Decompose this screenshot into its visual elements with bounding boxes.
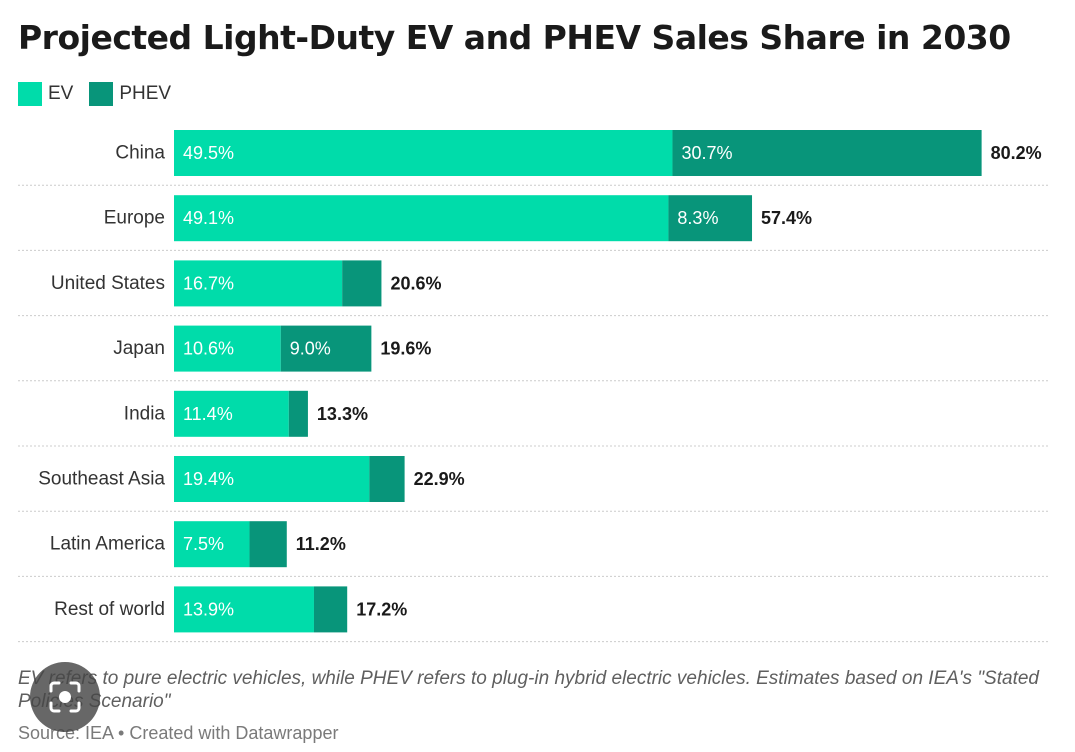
bar-ev	[174, 586, 314, 633]
data-label-ev: 49.1%	[183, 208, 234, 228]
bar-ev	[174, 195, 669, 242]
legend-swatch-phev	[89, 82, 114, 106]
data-label-phev: 8.3%	[677, 208, 718, 228]
data-label-total: 13.3%	[317, 404, 368, 424]
category-label: Latin America	[50, 534, 166, 555]
data-label-ev: 10.6%	[183, 339, 234, 359]
bar-phev	[672, 130, 982, 176]
category-label: Japan	[113, 338, 165, 359]
data-label-ev: 11.4%	[183, 404, 233, 424]
bar-phev	[369, 456, 405, 502]
source-credit: Source: IEA • Created with Datawrapper	[18, 723, 339, 743]
bar-phev	[668, 195, 753, 242]
data-label-ev: 13.9%	[183, 599, 234, 619]
data-label-ev: 19.4%	[183, 469, 234, 489]
bar-phev	[342, 260, 382, 307]
bar-phev	[249, 521, 287, 568]
legend-item-ev: EV	[18, 82, 73, 106]
bar-chart: China 49.5% 30.7% 80.2% Europe 49.1% 8.3% 57.4%…	[18, 130, 1048, 643]
legend-swatch-ev	[18, 82, 42, 106]
category-label: Rest of world	[54, 599, 165, 620]
bar-ev	[174, 130, 673, 176]
lens-button[interactable]	[30, 662, 100, 732]
data-label-phev: 9.0%	[290, 339, 331, 359]
legend-item-phev: PHEV	[89, 82, 171, 106]
data-label-total: 80.2%	[991, 143, 1042, 163]
category-label: United States	[51, 273, 165, 294]
bar-phev	[288, 390, 308, 437]
bar-ev	[174, 521, 250, 568]
category-label: Southeast Asia	[38, 469, 165, 490]
bar-ev	[174, 260, 343, 307]
bar-ev	[174, 390, 289, 437]
chart-title: Projected Light-Duty EV and PHEV Sales S…	[18, 18, 1011, 57]
data-label-phev: 30.7%	[681, 143, 732, 163]
data-label-total: 19.6%	[380, 339, 431, 359]
data-label-ev: 7.5%	[183, 534, 224, 554]
data-label-total: 57.4%	[761, 208, 812, 228]
data-label-total: 22.9%	[414, 469, 465, 489]
bar-ev	[174, 456, 370, 502]
data-label-ev: 16.7%	[183, 273, 234, 293]
legend-label-ev: EV	[48, 83, 74, 104]
bar-ev	[174, 325, 281, 372]
category-label: India	[124, 403, 166, 424]
bar-phev	[313, 586, 348, 633]
legend-label-phev: PHEV	[119, 83, 172, 104]
data-label-total: 17.2%	[356, 599, 407, 619]
data-label-total: 11.2%	[296, 534, 346, 554]
data-label-total: 20.6%	[390, 273, 441, 293]
data-label-ev: 49.5%	[183, 143, 234, 163]
footnote: EV refers to pure electric vehicles, whi…	[18, 668, 1039, 712]
lens-icon	[49, 681, 81, 713]
category-label: China	[115, 143, 165, 164]
bar-phev	[280, 325, 372, 372]
legend: EV PHEV	[18, 82, 187, 106]
category-label: Europe	[104, 208, 165, 229]
